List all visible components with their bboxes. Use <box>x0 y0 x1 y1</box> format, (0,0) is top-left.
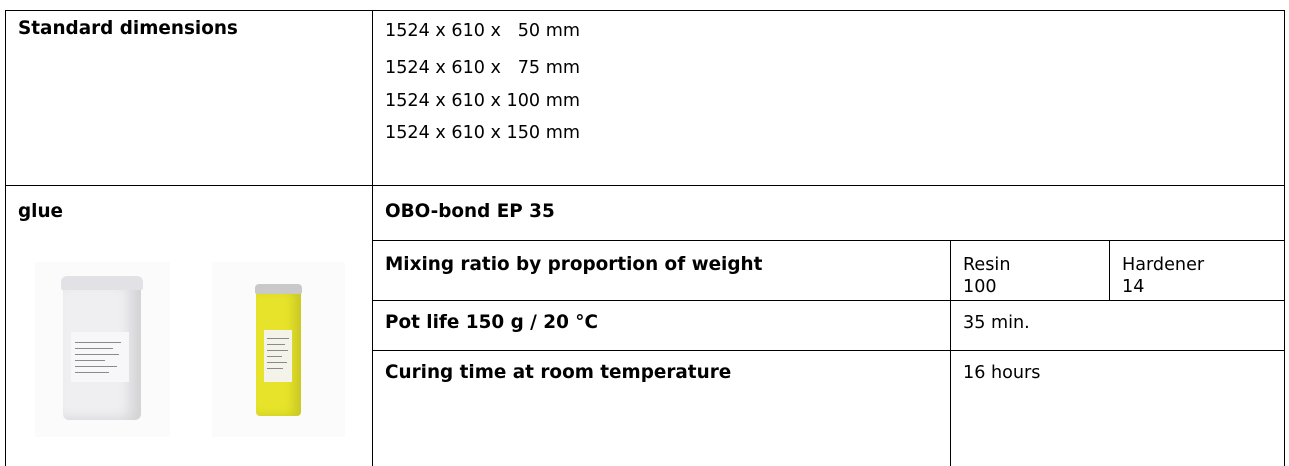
resin-can-image <box>35 262 170 437</box>
resin-label-line <box>75 348 113 349</box>
hardener-can-image <box>212 262 345 437</box>
table-border-left <box>5 10 6 466</box>
column-divider-label <box>372 10 373 466</box>
hardener-label-line <box>267 344 285 345</box>
curing-time-label: Curing time at room temperature <box>385 362 732 383</box>
dimension-value: 1524 x 610 x 50 mm <box>385 21 580 41</box>
standard-dimensions-label: Standard dimensions <box>18 18 238 39</box>
column-divider-value <box>950 240 951 466</box>
row-divider-product-mixing <box>372 240 1284 241</box>
dimension-value: 1524 x 610 x 100 mm <box>385 91 581 111</box>
table-border-top <box>5 10 1284 11</box>
resin-can-lid <box>61 276 143 290</box>
hardener-label-line <box>267 338 289 339</box>
hardener-label-line <box>267 362 287 363</box>
resin-label-line <box>75 372 109 373</box>
table-border-right <box>1284 10 1285 466</box>
glue-product-name: OBO-bond EP 35 <box>385 201 555 222</box>
resin-label-line <box>75 360 105 361</box>
column-divider-hardener <box>1109 240 1110 300</box>
resin-name: Resin <box>963 255 1011 275</box>
pot-life-value: 35 min. <box>963 313 1030 333</box>
resin-ratio-value: 100 <box>963 277 997 297</box>
hardener-ratio-value: 14 <box>1122 277 1145 297</box>
resin-label-line <box>75 342 121 343</box>
row-divider-potlife-curing <box>372 350 1284 351</box>
resin-label-line <box>75 366 117 367</box>
hardener-label-line <box>267 356 282 357</box>
glue-label: glue <box>18 201 64 222</box>
hardener-label-line <box>267 350 288 351</box>
curing-time-value: 16 hours <box>963 363 1041 383</box>
hardener-name: Hardener <box>1122 255 1205 275</box>
hardener-can-lid <box>255 284 302 294</box>
dimension-value: 1524 x 610 x 75 mm <box>385 58 580 78</box>
resin-can-label <box>71 332 129 382</box>
resin-label-line <box>75 354 119 355</box>
row-divider-mixing-potlife <box>372 300 1284 301</box>
row-divider-dimensions-glue <box>5 185 1284 186</box>
hardener-label-line <box>267 368 283 369</box>
dimension-value: 1524 x 610 x 150 mm <box>385 123 581 143</box>
mixing-ratio-label: Mixing ratio by proportion of weight <box>385 254 763 275</box>
pot-life-label: Pot life 150 g / 20 °C <box>385 312 598 333</box>
